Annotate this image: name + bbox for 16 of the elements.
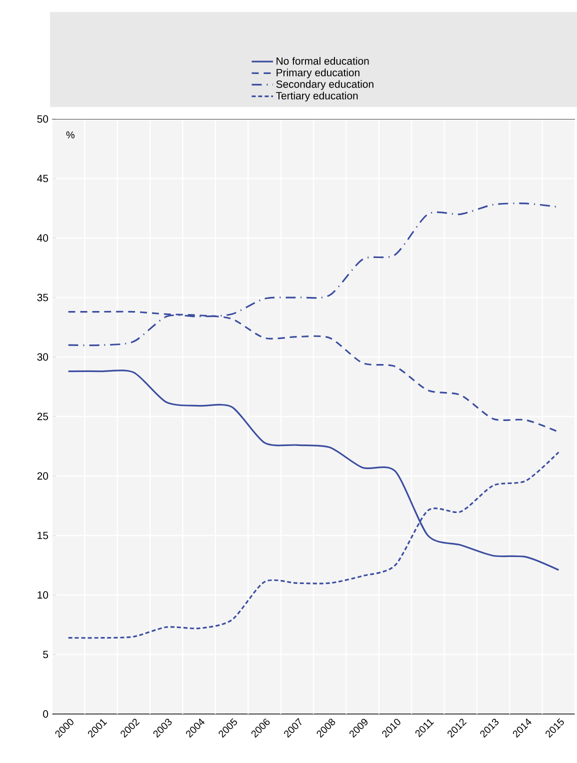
legend-label: Tertiary education — [276, 92, 358, 102]
y-tick-label: 20 — [37, 472, 48, 480]
legend-label: Secondary education — [276, 80, 374, 90]
legend-label: Primary education — [276, 68, 360, 78]
y-tick-label: 40 — [37, 234, 48, 242]
y-tick-label: 35 — [37, 294, 48, 302]
y-tick-label: 15 — [38, 532, 48, 540]
y-tick-label: 50 — [37, 115, 48, 123]
y-axis-title: % — [66, 131, 74, 138]
legend-label: No formal education — [276, 57, 369, 65]
y-tick-label: 0 — [43, 710, 48, 718]
y-tick-label: 5 — [43, 650, 48, 658]
y-tick-label: 45 — [37, 174, 48, 182]
y-tick-label: 30 — [37, 353, 48, 361]
y-tick-label: 10 — [38, 591, 48, 599]
y-tick-label: 25 — [37, 412, 48, 420]
